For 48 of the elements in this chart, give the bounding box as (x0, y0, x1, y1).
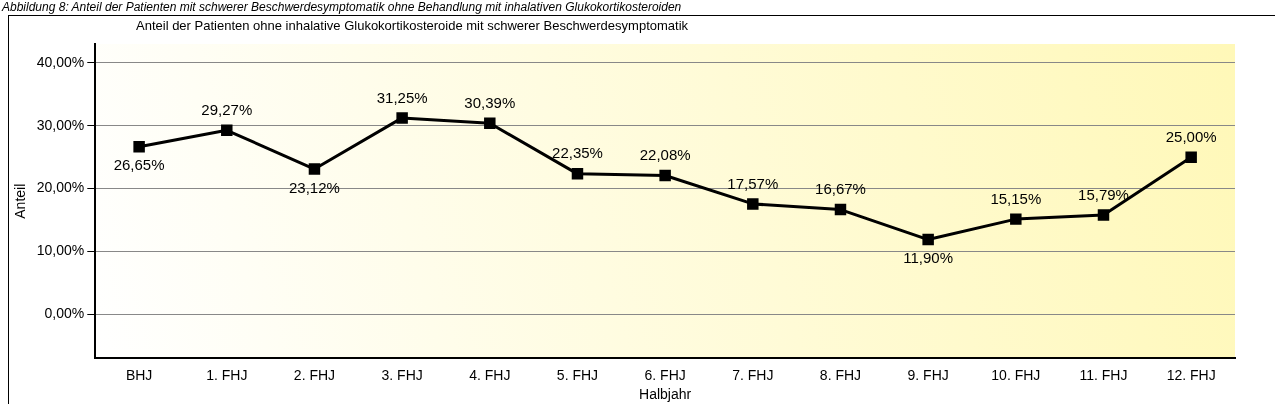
y-tick-label: 30,00% (36, 116, 85, 133)
x-tick-label: 11. FHJ (1079, 366, 1128, 383)
chart-title: Anteil der Patienten ohne inhalative Glukokortikosteroide mit schwerer Beschwerdesymptomatik (136, 18, 689, 33)
x-tick-label: 6. FHJ (644, 366, 686, 383)
point (1097, 209, 1110, 221)
text: Abbildung 8: Anteil der Patienten mit schwerer Beschwerdesymptomatik ohne Behandlung mit inhalativen Glukokortikosteroiden (2, 0, 682, 14)
data-label: 11,90% (903, 249, 954, 267)
point (133, 141, 145, 153)
data-label: 22,35% (552, 144, 603, 162)
y-tick-label: 10,00% (36, 242, 85, 259)
x-tick-label: 10. FHJ (991, 366, 1041, 383)
point (571, 168, 584, 180)
point (659, 169, 671, 182)
data-label: 30,39% (464, 93, 516, 111)
point (1185, 151, 1197, 163)
y-axis-title: Anteil (12, 183, 29, 219)
x-tick-label: 9. FHJ (907, 366, 949, 383)
data-label: 31,25% (376, 88, 428, 106)
point (308, 163, 321, 175)
y-tick-label: 0,00% (44, 305, 85, 322)
point (1010, 213, 1022, 225)
point (834, 203, 847, 216)
x-tick-label: 5. FHJ (556, 366, 599, 383)
data-label: 29,27% (201, 100, 253, 118)
data-label: 15,15% (990, 189, 1042, 207)
x-axis-title: Halbjahr (639, 386, 692, 403)
data-label: 26,65% (113, 156, 165, 174)
data-label: 15,79% (1078, 185, 1129, 203)
x-tick-label: 8. FHJ (819, 366, 862, 383)
point (922, 233, 934, 246)
x-tick-label: 1. FHJ (206, 366, 248, 383)
point (221, 124, 233, 137)
data-label: 22,08% (639, 146, 691, 164)
x-tick-label: 3. FHJ (381, 366, 423, 383)
point (396, 112, 408, 124)
point (484, 117, 496, 130)
x-tick-label: 12. FHJ (1166, 366, 1216, 383)
x-tick-label: 2. FHJ (293, 366, 336, 383)
data-label: 16,67% (815, 180, 866, 198)
y-tick-label: 40,00% (36, 53, 85, 70)
x-tick-label: 7. FHJ (732, 366, 774, 383)
y-tick-label: 20,00% (36, 179, 85, 196)
data-label: 25,00% (1165, 127, 1217, 145)
x-tick-label: BHJ (125, 366, 153, 383)
data-label: 23,12% (289, 178, 340, 196)
x-tick-label: 4. FHJ (469, 366, 511, 383)
data-label: 17,57% (727, 174, 779, 192)
point (747, 198, 759, 210)
